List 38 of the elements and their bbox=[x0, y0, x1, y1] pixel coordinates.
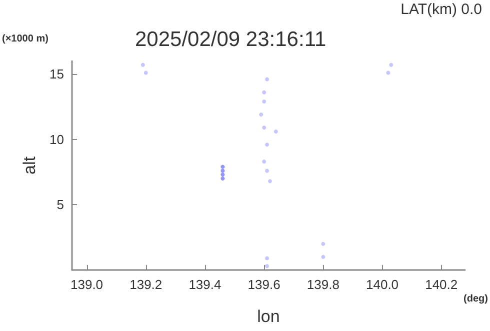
point bbox=[262, 90, 266, 94]
point bbox=[268, 179, 272, 184]
x-tick-label: 139.6 bbox=[248, 277, 280, 292]
x-tick-label: 139.8 bbox=[306, 277, 340, 292]
x-tick-label: 140.2 bbox=[425, 277, 458, 292]
point bbox=[265, 77, 270, 82]
y-axis-title: alt bbox=[20, 156, 39, 174]
point bbox=[220, 168, 225, 173]
x-tick-label: 139.2 bbox=[130, 277, 162, 292]
text: LAT(km) 0.0 bbox=[400, 1, 482, 18]
x-tick-label: 139.4 bbox=[188, 277, 222, 292]
point bbox=[262, 99, 266, 104]
point bbox=[265, 264, 270, 268]
point bbox=[389, 62, 394, 67]
y-tick-label: 10 bbox=[50, 132, 64, 147]
x-tick-label: 139.0 bbox=[70, 277, 104, 292]
point bbox=[259, 112, 264, 117]
y-tick-label: 5 bbox=[56, 197, 64, 212]
text: (×1000 m) bbox=[2, 34, 48, 44]
y-tick-label: 15 bbox=[50, 66, 64, 82]
point bbox=[321, 254, 326, 259]
point bbox=[274, 130, 278, 134]
point bbox=[220, 172, 225, 177]
point bbox=[144, 70, 148, 75]
point bbox=[265, 256, 270, 260]
point bbox=[262, 126, 266, 130]
text: (deg) bbox=[464, 294, 488, 304]
x-tick-label: 140.0 bbox=[366, 277, 399, 292]
point bbox=[220, 164, 225, 169]
point bbox=[386, 70, 390, 75]
point bbox=[265, 168, 270, 173]
point bbox=[321, 242, 326, 246]
point bbox=[220, 176, 225, 181]
point bbox=[140, 62, 145, 67]
chart-title: 2025/02/09 23:16:11 bbox=[135, 28, 326, 51]
point bbox=[262, 160, 266, 164]
point bbox=[265, 142, 270, 147]
x-axis-title: lon bbox=[257, 307, 280, 326]
